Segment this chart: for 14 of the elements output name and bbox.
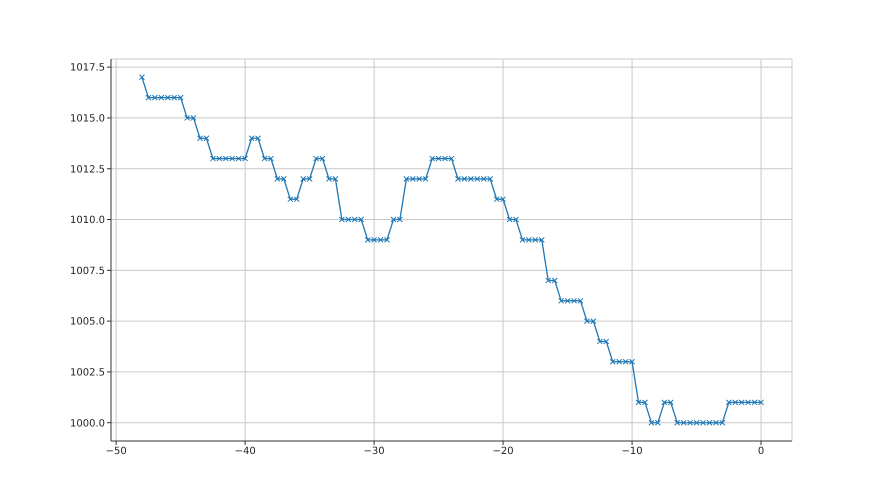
y-tick-label: 1002.5 [70, 367, 105, 378]
x-tick-label: 0 [758, 446, 764, 458]
x-tick-label: −40 [234, 446, 256, 458]
y-tick-label: 1015.0 [70, 113, 105, 124]
x-tick-label: −50 [106, 446, 127, 458]
y-tick-label: 1017.5 [70, 62, 105, 74]
y-tick-label: 1010.0 [70, 215, 105, 226]
x-tick-label: −30 [364, 446, 385, 458]
x-tick-label: −20 [492, 446, 514, 458]
y-tick-label: 1012.5 [70, 164, 105, 176]
x-tick-label: −10 [622, 446, 643, 458]
y-tick-label: 1007.5 [70, 266, 105, 277]
y-tick-label: 1000.0 [70, 418, 105, 430]
y-tick-label: 1005.0 [70, 316, 105, 328]
